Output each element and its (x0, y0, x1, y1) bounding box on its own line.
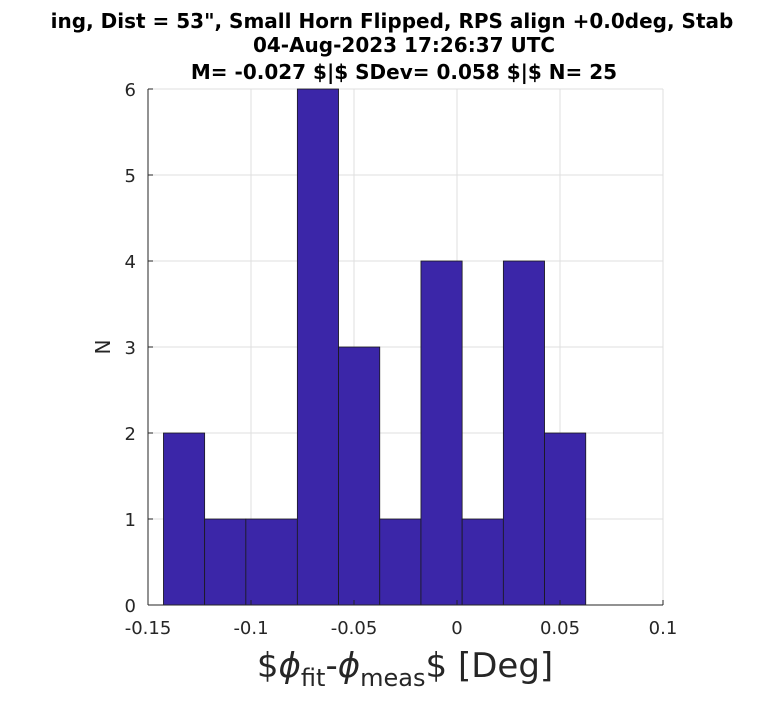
y-tick-label-3: 3 (125, 338, 136, 359)
y-tick-label-2: 2 (125, 424, 136, 445)
histogram-bar-9 (544, 432, 587, 606)
histogram-bar-7 (461, 518, 504, 606)
histogram-bar-3 (296, 88, 339, 606)
x-axis-label-sub-meas: meas (360, 664, 425, 692)
x-axis-label-suffix: $ [Deg] (426, 646, 554, 686)
histogram-bar-4 (338, 346, 381, 606)
x-tick-label-4: 0.05 (540, 618, 580, 639)
x-axis-label-prefix: $ (257, 646, 279, 686)
histogram-bar-2 (245, 518, 298, 606)
y-tick-label-6: 6 (125, 80, 136, 101)
x-tick-label-5: 0.1 (649, 618, 678, 639)
x-axis-label-phi-1: ϕ (278, 646, 300, 686)
y-axis-label: N (91, 340, 115, 355)
y-tick-labels: 0 1 2 3 4 5 6 (125, 80, 136, 617)
x-axis-label-phi-2: ϕ (338, 646, 360, 686)
x-axis-label-dash: - (325, 646, 337, 686)
x-tick-labels: -0.15 -0.1 -0.05 0 0.05 0.1 (125, 618, 678, 639)
histogram-bar-6 (420, 260, 463, 606)
x-tick-label-3: 0 (451, 618, 462, 639)
chart-title-line-3: M= -0.027 $|$ SDev= 0.058 $|$ N= 25 (191, 60, 617, 84)
x-tick-label-2: -0.05 (331, 618, 378, 639)
y-tick-label-1: 1 (125, 510, 136, 531)
y-tick-label-4: 4 (125, 252, 136, 273)
histogram-bar-1 (204, 518, 247, 606)
x-axis-label: $ϕfit-ϕmeas$ [Deg] (257, 646, 553, 692)
y-tick-label-5: 5 (125, 166, 136, 187)
axes (147, 88, 664, 606)
histogram-bars (163, 88, 587, 606)
x-axis-label-sub-fit: fit (301, 664, 326, 692)
y-tick-label-0: 0 (125, 596, 136, 617)
histogram-bar-8 (502, 260, 545, 606)
histogram-bar-0 (163, 432, 206, 606)
chart-title-line-2: 04-Aug-2023 17:26:37 UTC (253, 33, 555, 57)
chart-title-line-1: ing, Dist = 53", Small Horn Flipped, RPS… (51, 9, 734, 33)
histogram-bar-5 (379, 518, 422, 606)
x-tick-label-1: -0.1 (233, 618, 268, 639)
x-tick-label-0: -0.15 (125, 618, 172, 639)
